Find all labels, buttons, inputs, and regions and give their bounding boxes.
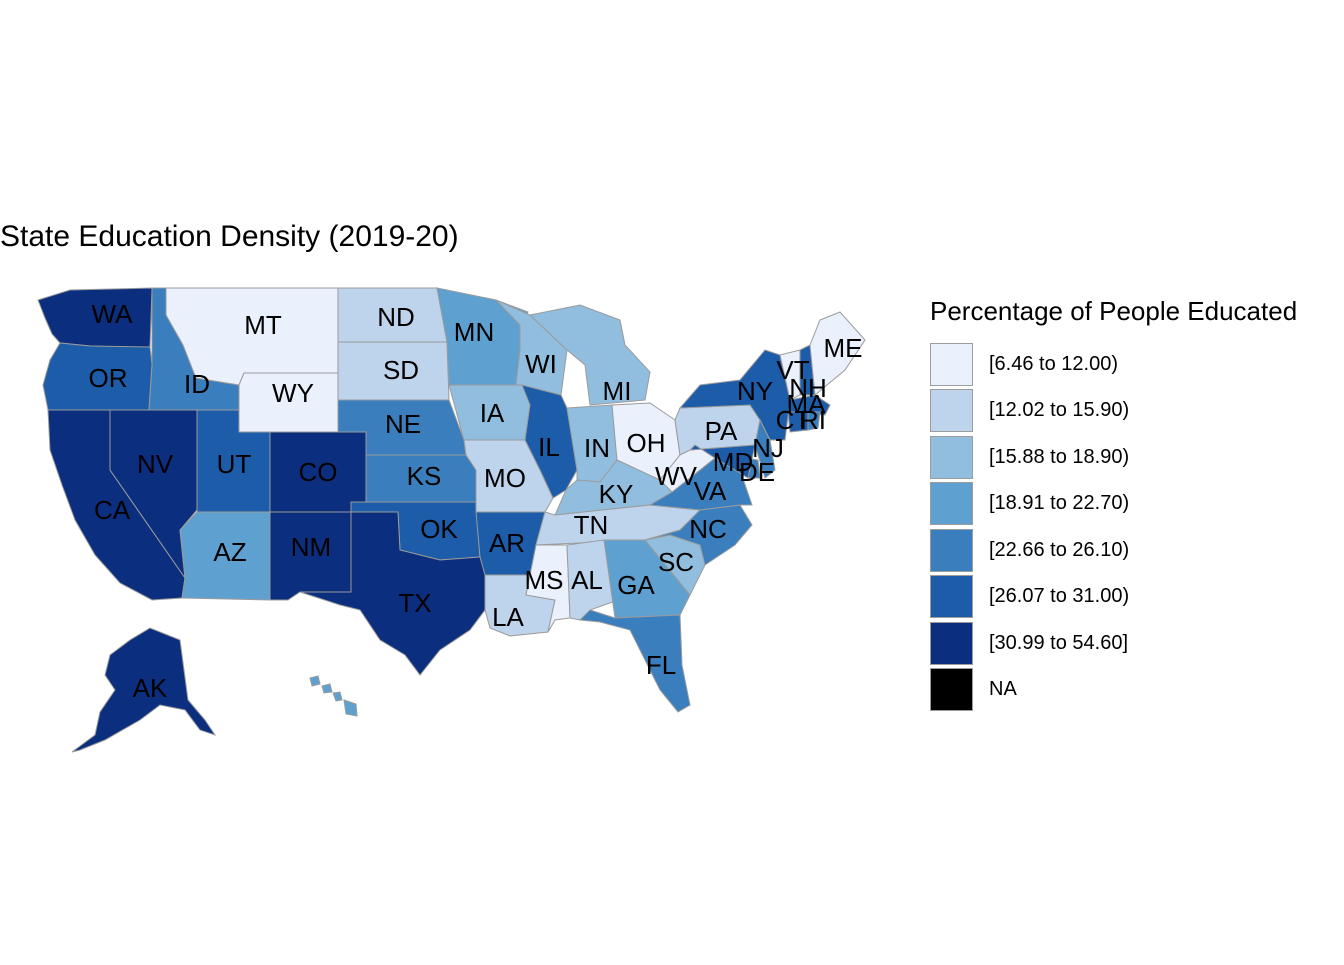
legend-item: NA (930, 667, 1297, 714)
state-label-nh: NH (789, 373, 827, 403)
legend-label: [22.66 to 26.10) (989, 538, 1130, 561)
state-label-mn: MN (454, 317, 494, 347)
state-label-il: IL (538, 432, 560, 462)
state-label-de: DE (739, 457, 775, 487)
state-label-va: VA (694, 476, 727, 506)
state-label-wa: WA (92, 299, 134, 329)
state-label-fl: FL (646, 650, 676, 680)
state-label-wy: WY (272, 378, 314, 408)
state-ri (807, 411, 821, 431)
state-label-az: AZ (213, 537, 246, 567)
state-md (688, 444, 756, 479)
state-label-co: CO (299, 457, 338, 487)
legend-label: [26.07 to 31.00) (989, 585, 1130, 608)
legend-item: [15.88 to 18.90) (930, 434, 1297, 481)
legend-label: [6.46 to 12.00) (989, 352, 1118, 375)
state-label-sc: SC (658, 547, 694, 577)
state-label-ut: UT (217, 449, 252, 479)
legend-label: [18.91 to 22.70) (989, 492, 1130, 515)
legend-item: [18.91 to 22.70) (930, 481, 1297, 528)
legend-title: Percentage of People Educated (930, 296, 1298, 326)
legend: Percentage of People Educated [6.46 to 1… (930, 296, 1297, 713)
state-label-vt: VT (776, 355, 809, 385)
legend-label: NA (989, 678, 1017, 701)
state-label-in: IN (584, 433, 610, 463)
state-label-ca: CA (94, 495, 131, 525)
state-label-wv: WV (655, 461, 698, 491)
state-label-al: AL (571, 565, 603, 595)
state-label-mo: MO (484, 463, 526, 493)
state-label-wi: WI (525, 349, 557, 379)
state-label-mi: MI (603, 376, 632, 406)
state-label-ga: GA (617, 570, 655, 600)
legend-swatch (930, 575, 973, 619)
legend-swatch (930, 389, 973, 433)
state-fl (578, 609, 691, 713)
state-label-mt: MT (244, 310, 282, 340)
legend-swatch (930, 621, 973, 665)
state-label-nc: NC (689, 514, 727, 544)
state-label-ct: CT (776, 405, 811, 435)
state-label-nj: NJ (752, 433, 784, 463)
state-label-ne: NE (385, 409, 421, 439)
state-label-nm: NM (291, 532, 331, 562)
state-label-la: LA (492, 602, 524, 632)
state-label-id: ID (184, 369, 210, 399)
state-label-ak: AK (133, 673, 168, 703)
state-label-tn: TN (574, 510, 609, 540)
states-layer (37, 287, 866, 753)
legend-swatch (930, 668, 973, 712)
legend-item: [30.99 to 54.60] (930, 620, 1297, 667)
state-nj (754, 418, 776, 479)
state-label-ms: MS (525, 565, 564, 595)
state-label-oh: OH (627, 428, 666, 458)
map-title: State Education Density (2019-20) (0, 220, 459, 253)
state-label-ia: IA (480, 398, 505, 428)
state-label-sd: SD (383, 355, 419, 385)
state-il (521, 384, 578, 499)
legend-item: [6.46 to 12.00) (930, 341, 1297, 388)
legend-swatch (930, 342, 973, 386)
state-label-tx: TX (398, 588, 431, 618)
legend-label: [12.02 to 15.90) (989, 399, 1130, 422)
state-label-ks: KS (407, 461, 442, 491)
state-label-nd: ND (377, 302, 415, 332)
state-label-ok: OK (420, 514, 458, 544)
legend-swatch (930, 482, 973, 526)
state-label-or: OR (89, 363, 128, 393)
legend-swatch (930, 435, 973, 479)
state-ma (789, 394, 831, 416)
legend-item: [22.66 to 26.10) (930, 527, 1297, 574)
state-ga (603, 539, 691, 619)
state-label-ar: AR (489, 528, 525, 558)
state-labels-layer: WA OR CA ID NV MT WY UT AZ CO NM ND SD NE KS OK TX MN IA MO… (89, 299, 863, 703)
state-label-ri: RI (800, 405, 826, 435)
legend-item: [26.07 to 31.00) (930, 574, 1297, 621)
state-label-md: MD (713, 447, 753, 477)
state-label-nv: NV (137, 449, 174, 479)
state-hi (309, 675, 358, 717)
state-label-ny: NY (737, 376, 773, 406)
legend-label: [15.88 to 18.90) (989, 445, 1130, 468)
state-nc (644, 504, 753, 566)
state-ak (71, 627, 217, 753)
state-label-ky: KY (599, 479, 634, 509)
legend-label: [30.99 to 54.60] (989, 631, 1129, 654)
state-label-me: ME (824, 333, 863, 363)
legend-item: [12.02 to 15.90) (930, 388, 1297, 435)
state-label-pa: PA (705, 416, 738, 446)
state-mi (528, 304, 651, 406)
state-label-ma: MA (787, 389, 827, 419)
legend-swatch (930, 528, 973, 572)
